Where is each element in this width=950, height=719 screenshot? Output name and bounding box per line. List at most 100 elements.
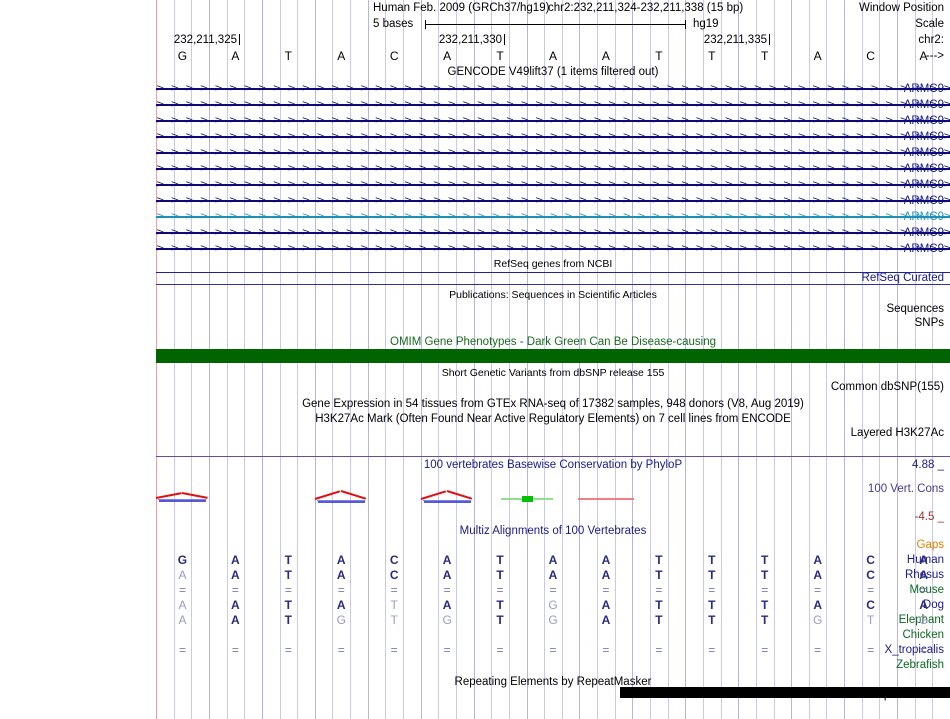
gene-strand-arrows: >>>>>>>>>>>>>>>>>>>>>>>>>>>>>>>>>>>>>>>>… [156, 243, 950, 254]
gene-row[interactable]: >>>>>>>>>>>>>>>>>>>>>>>>>>>>>>>>>>>>>>>>… [156, 130, 950, 143]
gene-intron-line [156, 104, 950, 106]
gene-row[interactable]: >>>>>>>>>>>>>>>>>>>>>>>>>>>>>>>>>>>>>>>>… [156, 114, 950, 127]
gene-intron-line [156, 168, 950, 170]
alignment-base: T [708, 568, 716, 582]
gene-row[interactable]: >>>>>>>>>>>>>>>>>>>>>>>>>>>>>>>>>>>>>>>>… [156, 242, 950, 255]
alignment-base: A [442, 598, 452, 612]
alignment-base: = [178, 643, 186, 657]
assembly-short-label: hg19 [693, 18, 719, 30]
gene-strand-arrows: >>>>>>>>>>>>>>>>>>>>>>>>>>>>>>>>>>>>>>>>… [156, 227, 950, 238]
gene-intron-line [156, 152, 950, 154]
h3k27ac-label[interactable]: Layered H3K27Ac [850, 427, 944, 439]
gene-row[interactable]: >>>>>>>>>>>>>>>>>>>>>>>>>>>>>>>>>>>>>>>>… [156, 194, 950, 207]
gene-strand-arrows: >>>>>>>>>>>>>>>>>>>>>>>>>>>>>>>>>>>>>>>>… [156, 195, 950, 206]
repeatmasker-element-bar[interactable] [620, 687, 950, 698]
gene-strand-arrows: >>>>>>>>>>>>>>>>>>>>>>>>>>>>>>>>>>>>>>>>… [156, 147, 950, 158]
alignment-base: A [919, 568, 928, 582]
alignment-base: = [814, 643, 822, 657]
alignment-base: = [867, 583, 875, 597]
alignment-base: = [920, 643, 928, 657]
species-label[interactable]: Human [906, 554, 944, 566]
alignment-base: = [284, 643, 292, 657]
alignment-base: = [761, 643, 769, 657]
ruler-position-label: 232,211,330 [438, 34, 502, 46]
species-alignment-row[interactable] [156, 658, 950, 673]
species-alignment-row[interactable]: = = = = = = = = = = = = = = = [156, 583, 950, 598]
conservation-flat-segment [577, 498, 634, 500]
gene-row[interactable]: >>>>>>>>>>>>>>>>>>>>>>>>>>>>>>>>>>>>>>>>… [156, 210, 950, 223]
alignment-base: T [655, 553, 663, 567]
alignment-base: T [496, 568, 504, 582]
alignment-base: A [601, 553, 611, 567]
species-label[interactable]: Chicken [902, 629, 944, 641]
species-label[interactable]: Zebrafish [896, 659, 944, 671]
conservation-track-title: 100 vertebrates Basewise Conservation by… [423, 459, 683, 471]
alignment-base: T [390, 598, 398, 612]
region-coordinates: chr2:232,211,324-232,211,338 (15 bp) [548, 2, 744, 14]
repeatmasker-track-title: Repeating Elements by RepeatMasker [454, 676, 652, 688]
species-label[interactable]: Mouse [909, 584, 944, 596]
refseq-track-title: RefSeq genes from NCBI [493, 258, 613, 270]
alignment-base: T [866, 613, 875, 627]
alignment-base: T [496, 598, 504, 612]
alignment-base: T [761, 613, 769, 627]
publications-snps-label[interactable]: SNPs [914, 317, 944, 329]
alignment-base: A [548, 568, 558, 582]
ruler-tick [504, 34, 505, 45]
alignment-base: = [443, 643, 451, 657]
gene-strand-arrows: >>>>>>>>>>>>>>>>>>>>>>>>>>>>>>>>>>>>>>>>… [156, 131, 950, 142]
omim-gene-bar[interactable] [156, 349, 950, 363]
gtex-track-title: Gene Expression in 54 tissues from GTEx … [302, 398, 804, 410]
strand-label: ---> [925, 50, 944, 62]
alignment-base: G [812, 613, 823, 627]
refseq-gene-line[interactable] [156, 272, 950, 273]
alignment-base: A [336, 553, 346, 567]
publications-sequences-label[interactable]: Sequences [886, 303, 944, 315]
species-alignment-row[interactable] [156, 628, 950, 643]
gene-row[interactable]: >>>>>>>>>>>>>>>>>>>>>>>>>>>>>>>>>>>>>>>>… [156, 162, 950, 175]
alignment-base: A [601, 598, 611, 612]
gene-row[interactable]: >>>>>>>>>>>>>>>>>>>>>>>>>>>>>>>>>>>>>>>>… [156, 226, 950, 239]
conservation-label[interactable]: 100 Vert. Cons [867, 483, 944, 495]
alignment-base: T [708, 553, 716, 567]
assembly-title: Human Feb. 2009 (GRCh37/hg19) [373, 2, 550, 14]
species-alignment-row[interactable]: = = = = = = = = = = = = = = = [156, 643, 950, 658]
gene-intron-line [156, 248, 950, 250]
species-label[interactable]: Dog [922, 599, 944, 611]
alignment-base: C [389, 553, 399, 567]
refseq-track-divider [156, 284, 950, 285]
conservation-max-label: 4.88 _ [912, 459, 944, 471]
gene-row[interactable]: >>>>>>>>>>>>>>>>>>>>>>>>>>>>>>>>>>>>>>>>… [156, 82, 950, 95]
alignment-base: G [336, 613, 346, 627]
conservation-plot[interactable] [156, 487, 950, 521]
alignment-base: A [813, 598, 822, 612]
gene-row[interactable]: >>>>>>>>>>>>>>>>>>>>>>>>>>>>>>>>>>>>>>>>… [156, 178, 950, 191]
alignment-base: A [813, 553, 822, 567]
alignment-base: = [443, 583, 451, 597]
species-label[interactable]: Rhesus [905, 569, 944, 581]
alignment-base: T [496, 613, 504, 627]
gene-row[interactable]: >>>>>>>>>>>>>>>>>>>>>>>>>>>>>>>>>>>>>>>>… [156, 146, 950, 159]
alignment-base: T [496, 553, 504, 567]
alignment-base: = [231, 583, 239, 597]
alignment-base: T [390, 613, 398, 627]
gene-intron-line [156, 232, 950, 234]
species-label[interactable]: X_tropicalis [884, 644, 944, 656]
alignment-base: = [920, 583, 928, 597]
gencode-track-title: GENCODE V49lift37 (1 items filtered out) [447, 66, 659, 78]
gene-strand-arrows: >>>>>>>>>>>>>>>>>>>>>>>>>>>>>>>>>>>>>>>>… [156, 99, 950, 110]
dbsnp-label[interactable]: Common dbSNP(155) [830, 381, 944, 393]
species-label[interactable]: Elephant [898, 614, 944, 626]
alignment-base: G [548, 598, 558, 612]
ruler-tick [769, 34, 770, 45]
alignment-base: A [231, 568, 240, 582]
refseq-label[interactable]: RefSeq Curated [861, 272, 944, 284]
ruler-base-letter: A [601, 49, 610, 63]
gene-row[interactable]: >>>>>>>>>>>>>>>>>>>>>>>>>>>>>>>>>>>>>>>>… [156, 98, 950, 111]
alignment-base: A [336, 568, 346, 582]
